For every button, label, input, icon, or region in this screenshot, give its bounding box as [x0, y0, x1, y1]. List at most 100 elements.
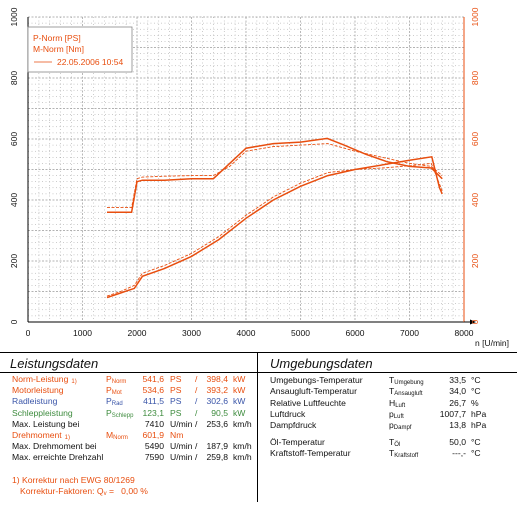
- symbol-letter: p: [389, 420, 394, 431]
- footnote-marker: 1): [71, 379, 77, 385]
- y-left-tick-label: 400: [9, 193, 19, 207]
- symbol-subscript: Rad: [111, 401, 123, 408]
- leistung-unit-1: PS: [170, 385, 182, 396]
- leistung-label-text: Drehmoment: [12, 430, 62, 440]
- leistung-label: Schleppleistung: [12, 408, 73, 419]
- faktoren-prefix: Korrektur-Faktoren: Q: [20, 486, 104, 496]
- leistung-unit-1: PS: [170, 407, 182, 418]
- umgebung-unit: °C: [471, 386, 481, 397]
- leistung-unit-1: U/min: [170, 418, 193, 429]
- leistung-unit-2: km/h: [233, 452, 252, 463]
- x-tick-label: 3000: [182, 328, 201, 338]
- leistung-unit-2: kW: [233, 396, 246, 407]
- symbol-letter: T: [389, 375, 395, 385]
- y-left-tick-label: 200: [9, 254, 19, 268]
- series-line-0: [106, 155, 443, 299]
- leistung-separator: /: [195, 407, 198, 418]
- symbol-letter: p: [389, 408, 394, 419]
- y-right-tick-label: 800: [470, 71, 480, 85]
- umgebung-symbol: HLuft: [389, 398, 405, 412]
- y-right-tick-label: 600: [470, 132, 480, 146]
- series-line-2: [107, 137, 443, 213]
- faktoren-suffix: = 0,00 %: [106, 486, 148, 496]
- umgebung-label: Ansaugluft-Temperatur: [270, 386, 357, 397]
- leistung-separator: /: [195, 396, 198, 407]
- symbol-letter: P: [106, 407, 112, 418]
- leistung-value-1: 541,6: [142, 374, 164, 384]
- umgebung-symbol: pLuft: [389, 409, 404, 423]
- dyno-chart: 0 1000 2000 3000 4000 5000 6000 7000 80000200400…: [9, 7, 509, 348]
- leistung-unit-1: U/min: [170, 452, 193, 463]
- umgebung-value: 13,8: [449, 420, 466, 431]
- umgebung-symbol: TAnsaugluft: [389, 386, 423, 400]
- y-left-tick-label: 1000: [9, 7, 19, 26]
- leistungsdaten-underline: [0, 372, 257, 373]
- symbol-letter: T: [389, 447, 395, 458]
- umgebungsdaten-title: Umgebungsdaten: [270, 356, 373, 371]
- umgebung-value: 1007,7: [439, 408, 466, 419]
- umgebung-label: Öl-Temperatur: [270, 436, 325, 447]
- x-tick-label: 5000: [291, 328, 310, 338]
- leistung-value-2: 187,9: [206, 441, 228, 452]
- footnote-faktoren: Korrektur-Faktoren: Qv = 0,00 %: [20, 486, 148, 500]
- leistung-label-text: Max. Leistung bei: [12, 418, 80, 429]
- umgebung-value: ---,-: [452, 447, 466, 458]
- umgebung-label: Luftdruck: [270, 408, 306, 419]
- umgebung-unit: %: [471, 397, 479, 408]
- y-right-tick-label: 1000: [470, 7, 480, 26]
- symbol-subscript: Ansaugluft: [394, 391, 423, 398]
- leistung-value-2: 393,2: [206, 385, 228, 396]
- symbol-subscript: Öl: [394, 441, 401, 448]
- umgebungsdaten-underline: [258, 372, 517, 373]
- umgebung-unit: °C: [471, 447, 481, 458]
- x-tick-label: 8000: [455, 328, 474, 338]
- faktoren-sub: v: [103, 491, 107, 497]
- series-line-3: [107, 143, 443, 209]
- x-tick-label: 6000: [346, 328, 365, 338]
- x-tick-label: 0: [26, 328, 31, 338]
- leistung-value-1: 7590: [144, 452, 164, 463]
- section-divider-vertical: [257, 352, 258, 502]
- y-right-tick-label: 400: [470, 193, 480, 207]
- x-axis-arrow: [470, 319, 476, 325]
- umgebung-symbol: TUmgebung: [389, 375, 424, 389]
- leistung-unit-1: U/min: [170, 441, 193, 452]
- x-axis-label: n [U/min]: [475, 338, 509, 348]
- symbol-subscript: Umgebung: [394, 380, 424, 386]
- leistung-separator: /: [195, 385, 198, 396]
- symbol-letter: T: [389, 436, 395, 447]
- leistung-symbol: PNorm: [106, 374, 126, 388]
- leistung-value-2: 398,4: [206, 374, 228, 384]
- section-divider: [0, 352, 517, 353]
- symbol-subscript: Norm: [111, 379, 127, 385]
- symbol-subscript: Mot: [111, 390, 122, 397]
- leistung-label-text: Schleppleistung: [12, 407, 73, 418]
- x-tick-label: 7000: [400, 328, 419, 338]
- legend-compare-date: 22.05.2006 10:54: [57, 57, 123, 67]
- symbol-letter: P: [106, 385, 112, 396]
- y-right-tick-label: 0: [470, 319, 480, 324]
- leistung-unit-1: PS: [170, 396, 182, 407]
- chart-tick-labels: 0 1000 2000 3000 4000 5000 6000 7000 80000200400…: [9, 7, 480, 338]
- symbol-letter: P: [106, 374, 112, 384]
- legend-m-norm: M-Norm [Nm]: [33, 44, 84, 54]
- leistungsdaten-title: Leistungsdaten: [10, 356, 99, 371]
- umgebung-value: 34,0: [449, 386, 466, 397]
- umgebung-symbol: TÖl: [389, 437, 400, 451]
- y-left-tick-label: 0: [9, 319, 19, 324]
- leistung-value-2: 90,5: [211, 407, 228, 418]
- leistung-unit-1: PS: [170, 374, 182, 384]
- umgebung-label: Relative Luftfeuchte: [270, 397, 346, 408]
- x-tick-label: 2000: [128, 328, 147, 338]
- leistung-value-1: 7410: [144, 418, 164, 429]
- leistung-separator: /: [195, 374, 198, 384]
- symbol-subscript: Dampf: [393, 425, 412, 432]
- series-line-1: [106, 162, 443, 297]
- x-tick-label: 4000: [237, 328, 256, 338]
- umgebung-label: Kraftstoff-Temperatur: [270, 447, 351, 458]
- symbol-letter: T: [389, 386, 395, 397]
- symbol-subscript: Luft: [393, 413, 404, 420]
- leistung-label-text: Motorleistung: [12, 385, 64, 396]
- symbol-subscript: Kraftstoff: [394, 452, 419, 459]
- leistung-separator: /: [195, 418, 198, 429]
